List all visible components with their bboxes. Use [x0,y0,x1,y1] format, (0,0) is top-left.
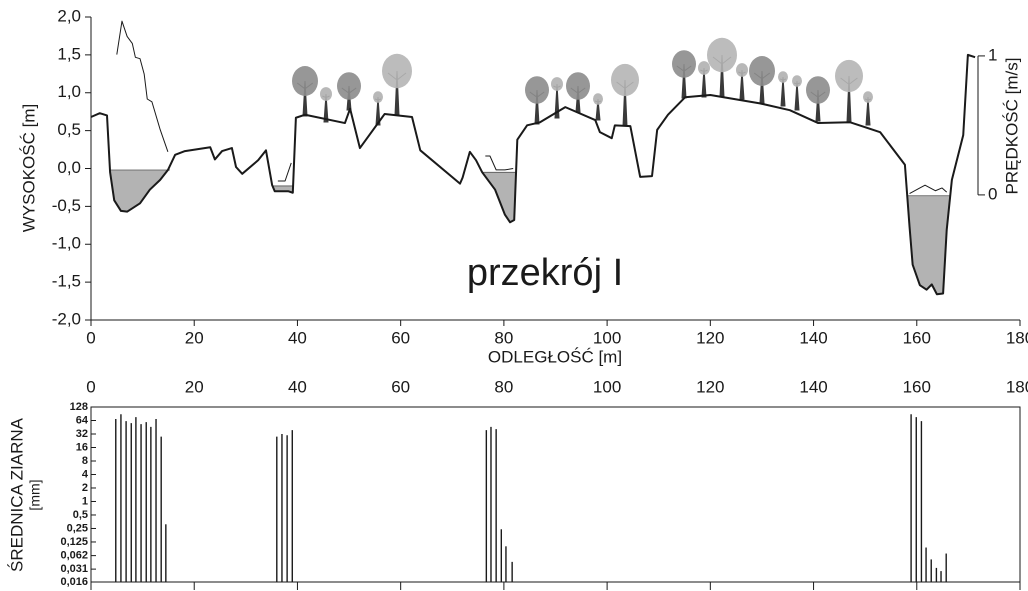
velocity-line [910,185,947,193]
x-tick-label: 80 [494,377,513,396]
y-tick-label: 0,016 [60,576,88,588]
y-tick-label: 0,125 [60,536,88,548]
x-tick-label: 120 [696,377,724,396]
x-tick-label: 140 [799,377,827,396]
annotation: przekrój I [467,252,623,294]
tree-crown [792,75,802,87]
tree-crown [778,71,788,83]
tree-crown [593,93,603,105]
tree-crown [672,50,696,78]
velocity-line [117,21,168,152]
tree-crown [835,60,863,92]
tree-crown [698,61,710,75]
y-tick-label: 16 [76,441,88,453]
tree-crown [566,72,590,100]
x-tick-label: 100 [593,377,621,396]
x-tick-label: 0 [86,377,95,396]
tree-crown [292,66,318,96]
water-area [110,170,170,212]
tree-crown [806,76,830,104]
x-tick-label: 0 [86,328,95,347]
y-tick-label: 128 [70,401,88,413]
y-tick-label: 2,0 [57,6,81,25]
y-tick-label: 0,25 [67,522,88,534]
y-tick-label: 1,0 [57,82,81,101]
velocity-line [485,156,513,170]
tree-crown [749,56,775,86]
y-tick-label: 0,5 [73,509,88,521]
y-tick-label: 64 [76,414,89,426]
y-tick-label: 1,5 [57,44,81,63]
x-tick-label: 20 [185,377,204,396]
x-tick-label: 60 [391,377,410,396]
y-tick-label: 0,062 [60,550,88,562]
y-axis-label: ŚREDNICA ZIARNA [7,417,26,572]
y2-tick-label: 0 [988,184,997,203]
y-tick-label: 32 [76,428,88,440]
tree-crown [320,87,332,101]
y2-axis-label: PRĘDKOŚĆ [m/s] [1002,58,1021,195]
x-tick-label: 120 [696,328,724,347]
x-tick-label: 140 [799,328,827,347]
y-tick-label: 0,0 [57,158,81,177]
y-tick-label: -1,0 [52,234,81,253]
velocity-line [278,163,291,181]
tree-crown [525,76,549,104]
x-tick-label: 80 [494,328,513,347]
y2-tick-label: 1 [988,45,997,64]
tree-crown [863,91,873,103]
tree-crown [551,77,563,91]
y-tick-label: 1 [82,495,88,507]
y-tick-label: -1,5 [52,272,81,291]
x-tick-label: 180 [1006,377,1028,396]
x-tick-label: 100 [593,328,621,347]
y-tick-label: 8 [82,455,88,467]
y-tick-label: 0,5 [57,120,81,139]
tree-crown [707,38,737,73]
tree-crown [382,54,412,89]
y-tick-label: -2,0 [52,309,81,328]
y-tick-label: 0,031 [60,563,88,575]
tree-crown [611,64,639,96]
y-axis-label: WYSOKOŚĆ [m] [19,104,38,232]
x-tick-label: 180 [1006,328,1028,347]
y-tick-label: 4 [82,468,89,480]
y-tick-label: -0,5 [52,196,81,215]
tree-crown [736,63,748,77]
y-axis-unit: [mm] [27,479,43,510]
x-axis-label: ODLEGŁOŚĆ [m] [488,347,622,366]
y-tick-label: 2 [82,482,88,494]
figure: przekrój I ODLEGŁOŚĆ [m] WYSOKOŚĆ [m] PR… [0,0,1028,591]
x-tick-label: 60 [391,328,410,347]
x-tick-label: 160 [903,328,931,347]
x-tick-label: 160 [903,377,931,396]
x-tick-label: 40 [288,377,307,396]
tree-crown [337,72,361,100]
x-tick-label: 40 [288,328,307,347]
x-tick-label: 20 [185,328,204,347]
tree-crown [373,91,383,103]
plot-frame [91,407,1020,582]
